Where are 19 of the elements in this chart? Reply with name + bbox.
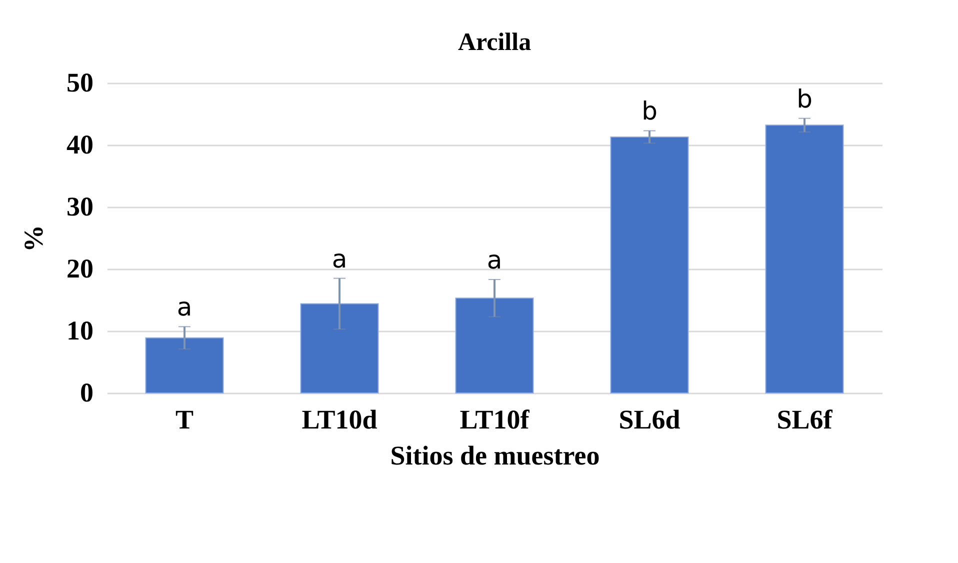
chart-title: Arcilla: [458, 29, 532, 56]
y-tick-label: 10: [66, 316, 94, 346]
y-tick-label: 40: [66, 130, 94, 160]
y-axis-title: %: [18, 225, 48, 252]
x-tick-label: SL6d: [618, 404, 680, 434]
x-tick-label: LT10d: [302, 404, 378, 434]
annotation: a: [486, 246, 502, 275]
x-tick-label: LT10f: [460, 404, 530, 434]
y-tick-label: 30: [66, 192, 94, 222]
annotation: a: [176, 292, 192, 322]
y-tick-label: 50: [66, 68, 94, 98]
x-tick-label: SL6f: [776, 404, 834, 434]
x-tick-label: T: [175, 404, 194, 434]
annotation: a: [332, 244, 348, 274]
annotation: b: [642, 96, 658, 126]
annotation: b: [796, 84, 812, 114]
y-tick-label: 0: [80, 378, 94, 408]
y-tick-label: 20: [66, 254, 94, 284]
x-axis-title: Sitios de muestreo: [390, 440, 600, 470]
